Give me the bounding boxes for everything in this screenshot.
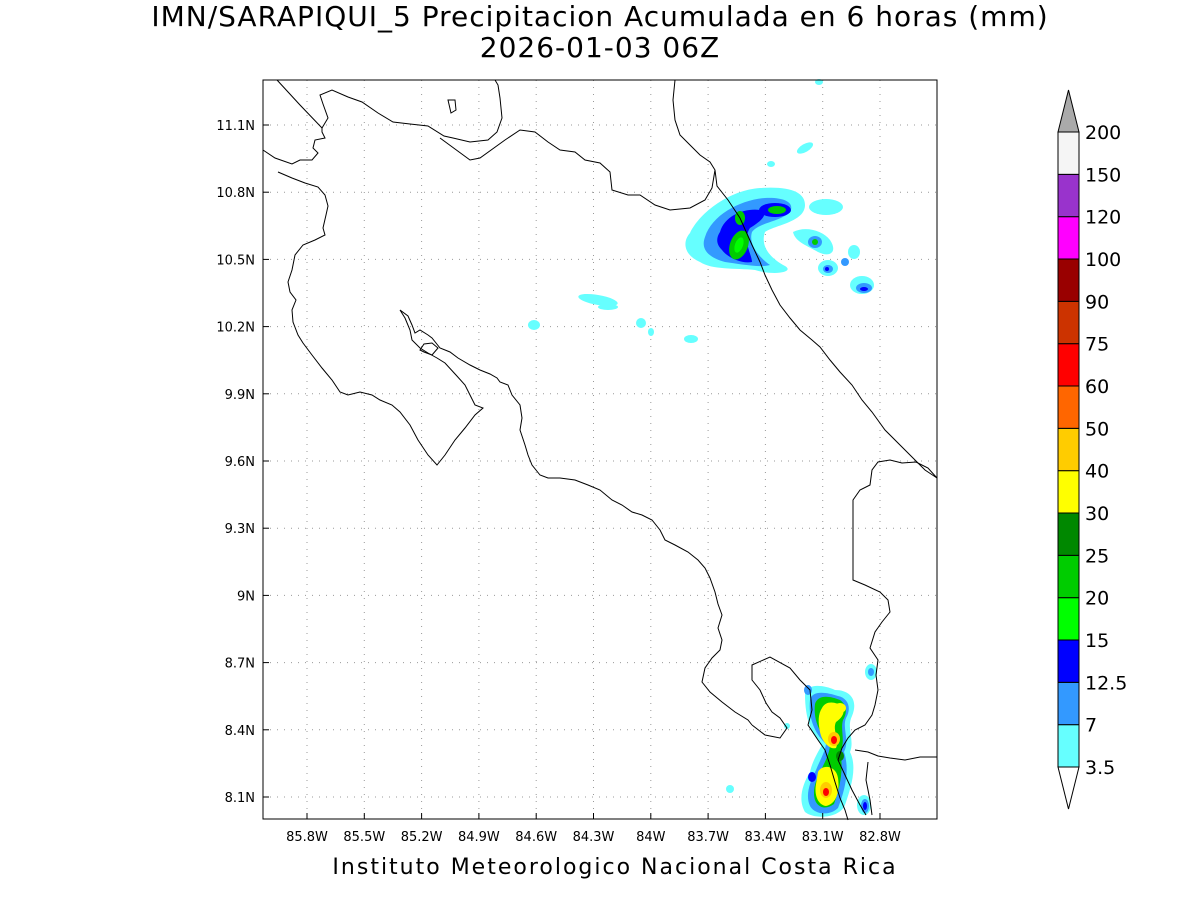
colorbar-label: 50 — [1085, 418, 1109, 440]
map-title: IMN/SARAPIQUI_5 Precipitacion Acumulada … — [151, 0, 1049, 33]
colorbar: 3.5 7 12.5 15 20 25 30 40 50 60 75 90 100 120 150 200 — [1057, 89, 1127, 810]
tick-label-lat: 9.6N — [225, 455, 255, 470]
axis-ticks: 85.8W 85.5W 85.2W 84.9W 84.6W 84.3W 84W 83.7W 83… — [216, 119, 901, 845]
colorbar-box — [1057, 554, 1080, 599]
tick-label-lat: 11.1N — [216, 119, 255, 134]
tick-label-lat: 10.2N — [216, 321, 255, 336]
colorbar-box — [1057, 681, 1080, 726]
colorbar-label: 120 — [1085, 207, 1121, 229]
tick-label-lat: 9N — [237, 589, 255, 604]
colorbar-label: 30 — [1085, 503, 1109, 525]
colorbar-box — [1057, 639, 1080, 683]
colorbar-label: 100 — [1085, 249, 1121, 271]
colorbar-box — [1057, 597, 1080, 641]
tick-label-lon: 85.2W — [401, 830, 443, 845]
tick-label-lat: 9.3N — [225, 522, 255, 537]
colorbar-box — [1057, 131, 1080, 175]
colorbar-box — [1057, 343, 1080, 387]
colorbar-box — [1057, 385, 1080, 429]
tick-label-lon: 84.6W — [515, 830, 557, 845]
tick-label-lat: 8.1N — [225, 791, 255, 806]
colorbar-label: 40 — [1085, 461, 1109, 483]
colorbar-label: 12.5 — [1085, 672, 1127, 694]
tick-label-lon: 84.9W — [458, 830, 500, 845]
colorbar-box — [1057, 427, 1080, 472]
tick-label-lat: 10.8N — [216, 186, 255, 201]
colorbar-box — [1057, 470, 1080, 514]
colorbar-label: 75 — [1085, 334, 1109, 356]
colorbar-label: 15 — [1085, 630, 1109, 652]
colorbar-box — [1057, 216, 1080, 260]
tick-label-lat: 8.4N — [225, 724, 255, 739]
tick-label-lon: 83.7W — [687, 830, 729, 845]
colorbar-label: 20 — [1085, 588, 1109, 610]
tick-label-lon: 82.8W — [859, 830, 901, 845]
tick-label-lat: 10.5N — [216, 253, 255, 268]
tick-label-lon: 85.8W — [286, 830, 328, 845]
colorbar-label: 150 — [1085, 164, 1121, 186]
colorbar-label: 25 — [1085, 545, 1109, 567]
colorbar-upper-arrow — [1057, 89, 1080, 133]
colorbar-box — [1057, 173, 1080, 218]
tick-label-lon: 83.1W — [802, 830, 844, 845]
colorbar-box — [1057, 300, 1080, 345]
map-frame — [262, 79, 938, 820]
precipitation-cells-north — [528, 79, 874, 343]
tick-label-lon: 83.4W — [744, 830, 786, 845]
colorbar-label: 60 — [1085, 376, 1109, 398]
map-gridlines — [263, 80, 937, 819]
footer-credit: Instituto Meteorologico Nacional Costa R… — [332, 855, 898, 880]
tick-label-lon: 85.5W — [343, 830, 385, 845]
map-subtitle-datetime: 2026-01-03 06Z — [479, 31, 721, 64]
colorbar-box — [1057, 512, 1080, 556]
colorbar-label: 90 — [1085, 291, 1109, 313]
colorbar-lower-arrow — [1057, 766, 1080, 810]
tick-label-lat: 8.7N — [225, 657, 255, 672]
tick-label-lon: 84.3W — [573, 830, 615, 845]
colorbar-box — [1057, 724, 1080, 768]
coastlines-and-borders — [262, 79, 938, 821]
colorbar-label: 7 — [1085, 715, 1097, 737]
tick-label-lon: 84W — [636, 830, 666, 845]
colorbar-label: 200 — [1085, 122, 1121, 144]
precipitation-cells-south — [726, 664, 877, 817]
colorbar-box — [1057, 258, 1080, 302]
colorbar-label: 3.5 — [1085, 757, 1115, 779]
tick-label-lat: 9.9N — [225, 388, 255, 403]
